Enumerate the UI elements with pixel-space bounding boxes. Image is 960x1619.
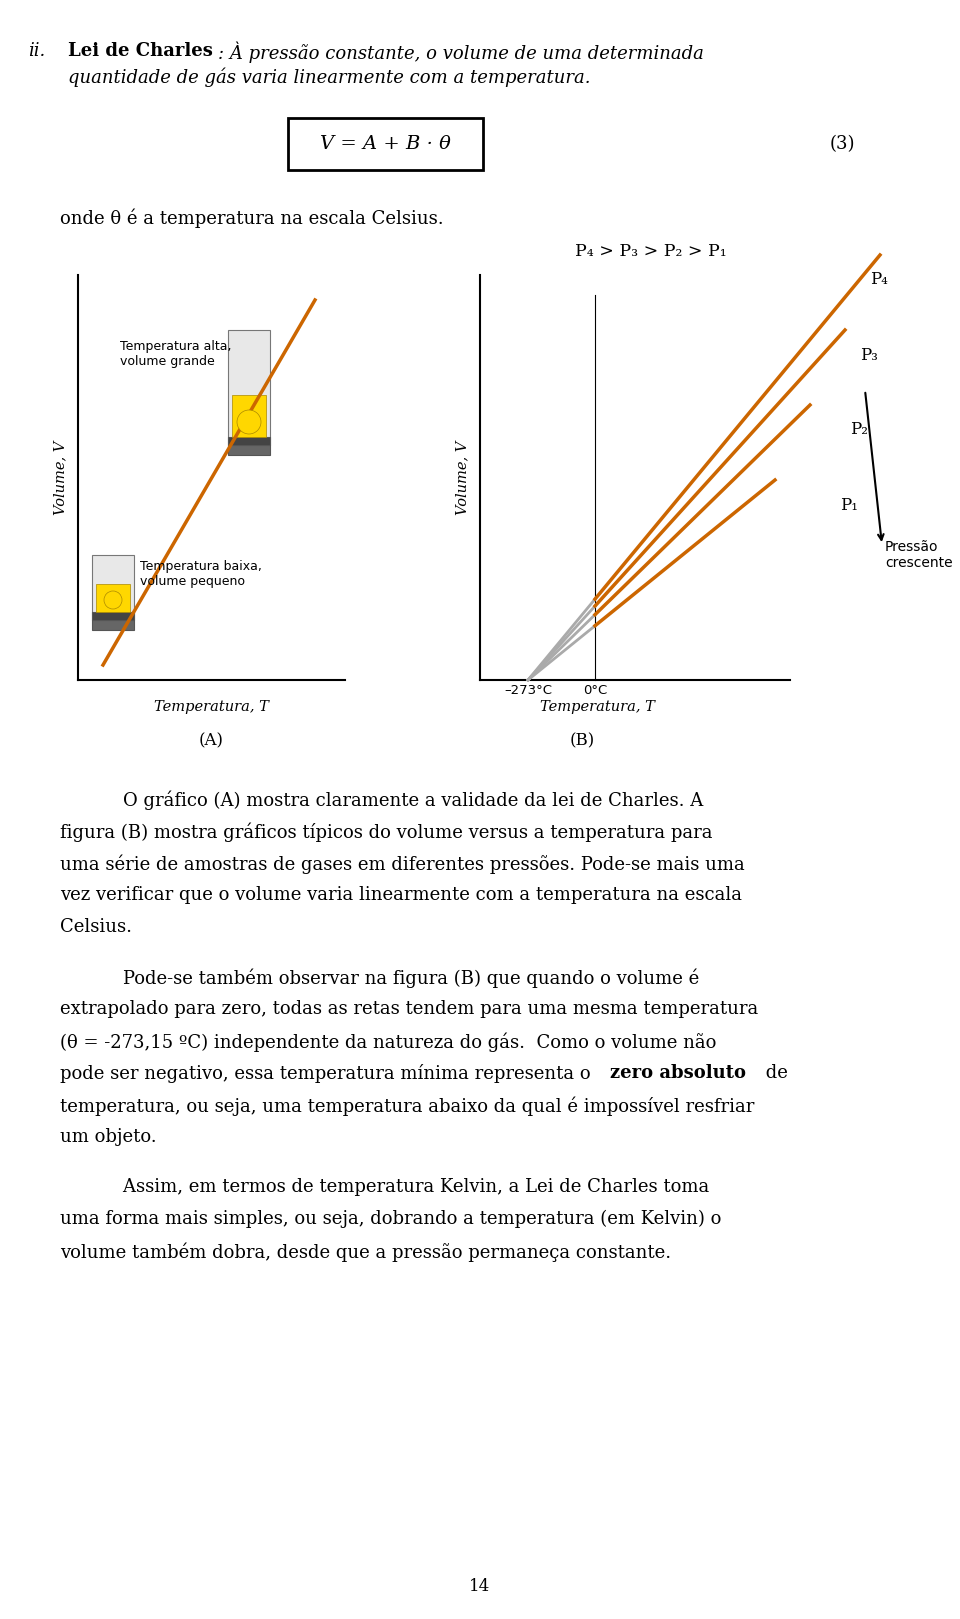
Text: Temperatura, T: Temperatura, T bbox=[154, 699, 269, 714]
Text: –273°C: –273°C bbox=[504, 683, 552, 698]
Text: P₁: P₁ bbox=[840, 497, 858, 513]
Text: de: de bbox=[760, 1064, 788, 1081]
Text: (3): (3) bbox=[830, 134, 855, 154]
Text: onde θ é a temperatura na escala Celsius.: onde θ é a temperatura na escala Celsius… bbox=[60, 207, 444, 228]
Bar bbox=[228, 445, 270, 455]
Bar bbox=[287, 118, 483, 170]
Text: : À pressão constante, o volume de uma determinada: : À pressão constante, o volume de uma d… bbox=[218, 42, 704, 63]
Bar bbox=[228, 330, 270, 445]
Bar bbox=[92, 612, 134, 620]
Text: Pressão
crescente: Pressão crescente bbox=[885, 541, 952, 570]
Text: Lei de Charles: Lei de Charles bbox=[68, 42, 213, 60]
Text: quantidade de gás varia linearmente com a temperatura.: quantidade de gás varia linearmente com … bbox=[68, 68, 590, 87]
Text: volume também dobra, desde que a pressão permaneça constante.: volume também dobra, desde que a pressão… bbox=[60, 1242, 671, 1261]
Text: Volume, V: Volume, V bbox=[455, 440, 469, 515]
Text: (θ = -273,15 ºC) independente da natureza do gás.  Como o volume não: (θ = -273,15 ºC) independente da naturez… bbox=[60, 1031, 716, 1051]
Text: Assim, em termos de temperatura Kelvin, a Lei de Charles toma: Assim, em termos de temperatura Kelvin, … bbox=[100, 1179, 709, 1196]
Text: uma forma mais simples, ou seja, dobrando a temperatura (em Kelvin) o: uma forma mais simples, ou seja, dobrand… bbox=[60, 1209, 721, 1229]
Text: temperatura, ou seja, uma temperatura abaixo da qual é impossível resfriar: temperatura, ou seja, uma temperatura ab… bbox=[60, 1096, 755, 1115]
Text: pode ser negativo, essa temperatura mínima representa o: pode ser negativo, essa temperatura míni… bbox=[60, 1064, 596, 1083]
Text: Temperatura, T: Temperatura, T bbox=[540, 699, 655, 714]
Bar bbox=[232, 395, 266, 437]
Text: 0°C: 0°C bbox=[583, 683, 607, 698]
Text: um objeto.: um objeto. bbox=[60, 1128, 156, 1146]
Text: Volume, V: Volume, V bbox=[53, 440, 67, 515]
Bar bbox=[92, 620, 134, 630]
Bar bbox=[92, 555, 134, 620]
Bar bbox=[96, 584, 130, 612]
Text: Celsius.: Celsius. bbox=[60, 918, 132, 936]
Text: V = A + B · θ: V = A + B · θ bbox=[320, 134, 450, 154]
Circle shape bbox=[104, 591, 122, 609]
Text: P₂: P₂ bbox=[850, 421, 868, 439]
Text: Temperatura alta,
volume grande: Temperatura alta, volume grande bbox=[120, 340, 231, 368]
Text: zero absoluto: zero absoluto bbox=[610, 1064, 746, 1081]
Circle shape bbox=[237, 410, 261, 434]
Text: vez verificar que o volume varia linearmente com a temperatura na escala: vez verificar que o volume varia linearm… bbox=[60, 886, 742, 903]
Text: O gráfico (A) mostra claramente a validade da lei de Charles. A: O gráfico (A) mostra claramente a valida… bbox=[100, 790, 704, 810]
Bar bbox=[228, 437, 270, 445]
Text: uma série de amostras de gases em diferentes pressões. Pode-se mais uma: uma série de amostras de gases em difere… bbox=[60, 853, 745, 874]
Text: 14: 14 bbox=[469, 1579, 491, 1595]
Text: figura (B) mostra gráficos típicos do volume versus a temperatura para: figura (B) mostra gráficos típicos do vo… bbox=[60, 822, 712, 842]
Text: P₄ > P₃ > P₂ > P₁: P₄ > P₃ > P₂ > P₁ bbox=[575, 243, 727, 261]
Text: P₃: P₃ bbox=[860, 346, 877, 364]
Text: Pode-se também observar na figura (B) que quando o volume é: Pode-se também observar na figura (B) qu… bbox=[100, 968, 699, 988]
Text: (B): (B) bbox=[570, 732, 595, 750]
Text: (A): (A) bbox=[199, 732, 224, 750]
Text: ii.: ii. bbox=[28, 42, 45, 60]
Text: P₄: P₄ bbox=[870, 272, 888, 288]
Text: Temperatura baixa,
volume pequeno: Temperatura baixa, volume pequeno bbox=[140, 560, 262, 588]
Text: extrapolado para zero, todas as retas tendem para uma mesma temperatura: extrapolado para zero, todas as retas te… bbox=[60, 1001, 758, 1018]
